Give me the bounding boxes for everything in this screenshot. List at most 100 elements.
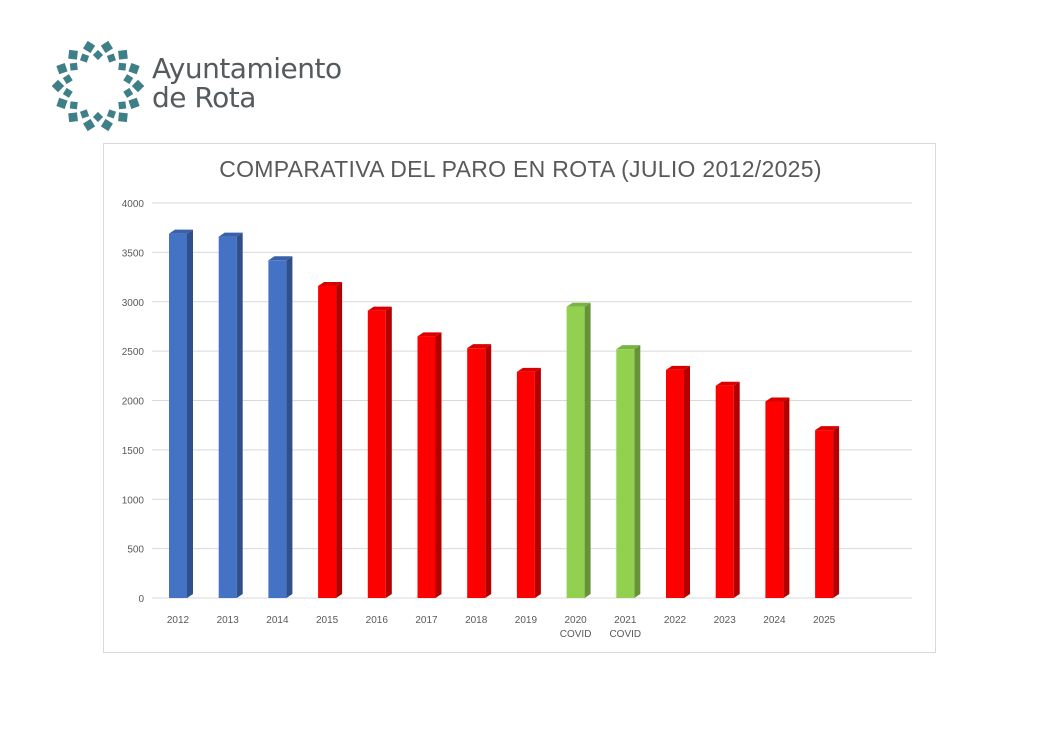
x-tick-label: COVID bbox=[609, 629, 641, 640]
y-tick-label: 500 bbox=[127, 545, 144, 556]
bar-top bbox=[765, 397, 790, 402]
bar-top bbox=[367, 306, 392, 311]
y-tick-label: 3000 bbox=[122, 298, 145, 309]
x-tick-label: 2013 bbox=[217, 615, 240, 626]
rosette-tile bbox=[68, 49, 78, 60]
rosette-tile bbox=[100, 40, 113, 54]
y-tick-label: 0 bbox=[138, 594, 144, 605]
y-tick-label: 2000 bbox=[122, 397, 145, 408]
logo-text: Ayuntamiento de Rota bbox=[152, 54, 342, 112]
bar-side bbox=[236, 232, 243, 598]
bar bbox=[666, 369, 684, 598]
y-tick-label: 4000 bbox=[122, 199, 145, 210]
x-tick-label: 2015 bbox=[316, 615, 339, 626]
rosette-tile bbox=[128, 97, 140, 109]
x-tick-label: 2018 bbox=[465, 615, 488, 626]
y-tick-label: 1000 bbox=[122, 495, 145, 506]
x-tick-label: 2019 bbox=[515, 615, 538, 626]
bar bbox=[616, 349, 635, 598]
bar bbox=[169, 233, 187, 599]
rosette-tile bbox=[106, 53, 117, 63]
x-tick-label: 2025 bbox=[813, 615, 836, 626]
rosette-tile bbox=[100, 118, 113, 132]
rosette-tile bbox=[69, 101, 78, 110]
bar bbox=[417, 336, 436, 598]
bar-top bbox=[616, 345, 641, 350]
bar-top bbox=[715, 381, 740, 386]
bar-side bbox=[833, 426, 840, 598]
rosette-tile bbox=[52, 79, 65, 93]
bar-side bbox=[584, 302, 591, 598]
bar-side bbox=[783, 397, 790, 598]
bar-top bbox=[516, 367, 541, 372]
rosette-tile bbox=[69, 62, 78, 71]
logo: Ayuntamiento de Rota bbox=[52, 40, 352, 135]
logo-text-line1: Ayuntamiento bbox=[152, 52, 342, 85]
rosette-tile bbox=[68, 112, 78, 123]
rosette-tile bbox=[128, 63, 140, 75]
bar bbox=[318, 285, 337, 598]
bar bbox=[268, 260, 287, 598]
rosette-tile bbox=[118, 112, 128, 123]
rosette-tile bbox=[83, 40, 96, 54]
x-tick-label: 2023 bbox=[714, 615, 737, 626]
bar bbox=[516, 371, 535, 598]
chart-title: COMPARATIVA DEL PARO EN ROTA (JULIO 2012… bbox=[219, 156, 822, 182]
bar bbox=[765, 401, 784, 598]
y-tick-label: 3500 bbox=[122, 248, 145, 259]
bar-top bbox=[318, 281, 343, 286]
x-tick-label: 2024 bbox=[763, 615, 786, 626]
bar bbox=[367, 310, 386, 598]
bar-top bbox=[169, 229, 193, 234]
rosette-tile bbox=[62, 74, 73, 85]
x-tick-label: 2022 bbox=[664, 615, 687, 626]
rosette-tile bbox=[106, 109, 117, 119]
bar-top bbox=[815, 426, 840, 431]
bar-side bbox=[534, 367, 541, 598]
bar-side bbox=[684, 365, 690, 598]
rosette-tile bbox=[123, 87, 134, 98]
bar bbox=[566, 306, 585, 598]
bar-side bbox=[485, 344, 492, 598]
x-tick-label: 2012 bbox=[167, 615, 190, 626]
bar-side bbox=[286, 256, 293, 598]
bar bbox=[467, 348, 486, 598]
bar-side bbox=[733, 381, 740, 598]
y-tick-label: 1500 bbox=[122, 446, 145, 457]
rosette-tile bbox=[92, 49, 104, 61]
rosette-tile bbox=[118, 62, 127, 71]
chart-area: COMPARATIVA DEL PARO EN ROTA (JULIO 2012… bbox=[103, 143, 936, 653]
rosette-tile bbox=[118, 101, 127, 110]
rosette-tile bbox=[62, 87, 73, 98]
bar bbox=[715, 385, 734, 598]
bar-side bbox=[187, 229, 193, 599]
bar bbox=[815, 430, 834, 598]
bar-top bbox=[417, 332, 442, 337]
rosette-tile bbox=[123, 74, 134, 85]
rosette-tile bbox=[79, 109, 90, 119]
y-tick-label: 2500 bbox=[122, 347, 145, 358]
bar-top bbox=[218, 232, 243, 237]
rosette-logo-icon bbox=[52, 40, 144, 132]
logo-text-line2: de Rota bbox=[152, 81, 256, 114]
x-tick-label: COVID bbox=[560, 629, 592, 640]
bar-top bbox=[268, 256, 293, 261]
rosette-tile bbox=[56, 63, 68, 75]
x-tick-label: 2014 bbox=[266, 615, 289, 626]
bar-side bbox=[385, 306, 392, 598]
rosette-tile bbox=[83, 118, 96, 132]
bar-side bbox=[336, 281, 343, 598]
x-tick-label: 2020 bbox=[564, 615, 587, 626]
rosette-tile bbox=[92, 111, 104, 123]
x-tick-label: 2021 bbox=[614, 615, 637, 626]
rosette-tile bbox=[118, 49, 128, 60]
rosette-tile bbox=[131, 79, 144, 93]
bar bbox=[218, 236, 237, 598]
bar-side bbox=[634, 345, 641, 598]
rosette-tile bbox=[79, 53, 90, 63]
bar-top bbox=[666, 365, 690, 370]
bar-chart: 0 500 1000 1500 2000 2500 3000 3500 4000 2012 2013… bbox=[122, 199, 912, 640]
rosette-tile bbox=[56, 97, 68, 109]
bar-side bbox=[435, 332, 442, 598]
bar-top bbox=[566, 302, 591, 307]
